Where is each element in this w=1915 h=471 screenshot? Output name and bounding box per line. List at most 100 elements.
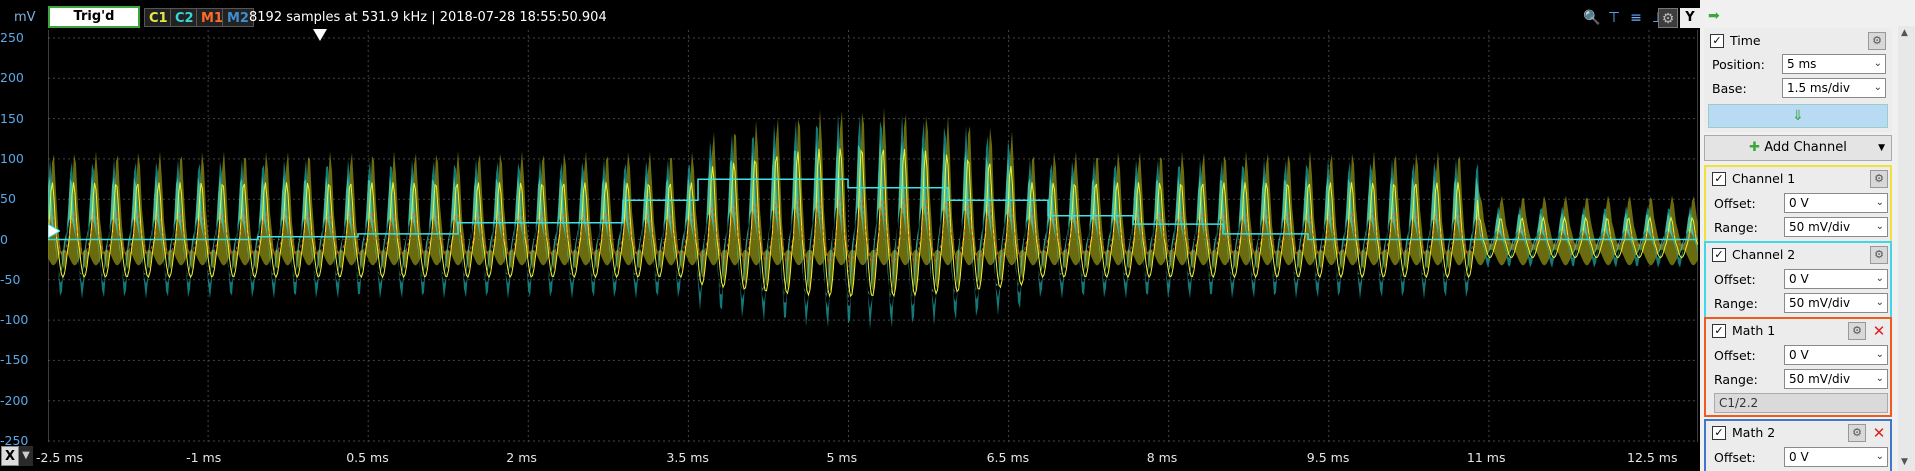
channel1-checkbox[interactable]: ✓ xyxy=(1712,172,1726,186)
channel1-offset-value: 0 V xyxy=(1789,196,1809,210)
math1-offset-label: Offset: xyxy=(1714,348,1756,363)
time-settings-icon[interactable]: ⚙ xyxy=(1868,32,1886,50)
step-trace xyxy=(48,178,1698,241)
scroll-up-icon[interactable]: ▲ xyxy=(1901,28,1908,38)
y-tick-label: 150 xyxy=(0,110,24,126)
scroll-down-icon[interactable]: ▼ xyxy=(1901,457,1908,467)
y-tick-label: -150 xyxy=(0,352,29,368)
chevron-down-icon: ⌄ xyxy=(1875,451,1884,462)
x-axis-dropdown-icon[interactable]: ▼ xyxy=(19,446,33,466)
y-tick-label: 50 xyxy=(0,191,16,207)
y-tick-label: 100 xyxy=(0,150,24,166)
collapse-arrow-icon[interactable]: ➡ xyxy=(1708,8,1720,24)
x-tick-label: 6.5 ms xyxy=(986,450,1030,465)
math2-close-icon[interactable]: ✕ xyxy=(1872,424,1886,442)
channel2-range-value: 50 mV/div xyxy=(1789,296,1851,310)
trigger-status-button[interactable]: Trig'd xyxy=(48,6,140,28)
y-tick-label: -250 xyxy=(0,433,29,448)
x-tick-label: 2 ms xyxy=(506,450,537,465)
channel-toggle-c2[interactable]: C2 xyxy=(170,8,199,27)
x-tick-label: 12.5 ms xyxy=(1627,450,1678,465)
channel-offset-marker[interactable] xyxy=(48,224,60,238)
channel2-offset-value: 0 V xyxy=(1789,272,1809,286)
channel1-trace xyxy=(48,148,1698,298)
chevron-down-icon: ⌄ xyxy=(1875,221,1884,232)
y-tick-label: 0 xyxy=(0,231,8,247)
y-tick-label: -200 xyxy=(0,392,29,408)
chevron-down-icon: ⌄ xyxy=(1875,297,1884,308)
math1-settings-icon[interactable]: ⚙ xyxy=(1848,322,1866,340)
zoom-icon[interactable]: 🔍 xyxy=(1583,10,1601,26)
math1-offset-select[interactable]: 0 V ⌄ xyxy=(1784,345,1888,365)
chevron-down-icon: ⌄ xyxy=(1873,82,1882,93)
time-position-select[interactable]: 5 ms ⌄ xyxy=(1782,54,1886,74)
channel-toggle-c1[interactable]: C1 xyxy=(144,8,173,27)
time-base-select[interactable]: 1.5 ms/div ⌄ xyxy=(1782,78,1886,98)
channel2-range-select[interactable]: 50 mV/div ⌄ xyxy=(1784,293,1888,313)
math2-offset-select[interactable]: 0 V ⌄ xyxy=(1784,447,1888,467)
time-base-value: 1.5 ms/div xyxy=(1787,81,1850,95)
math1-range-value: 50 mV/div xyxy=(1789,372,1851,386)
channel1-settings-icon[interactable]: ⚙ xyxy=(1870,170,1888,188)
settings-gear-icon[interactable]: ⚙ xyxy=(1658,8,1678,28)
x-tick-label: 3.5 ms xyxy=(666,450,709,465)
time-group: ✓ Time ⚙ Position: 5 ms ⌄ Base: 1.5 ms/di… xyxy=(1704,28,1892,132)
channel2-offset-select[interactable]: 0 V ⌄ xyxy=(1784,269,1888,289)
x-axis-button[interactable]: X xyxy=(1,446,19,466)
y-tick-label: -100 xyxy=(0,312,29,328)
channel1-range-select[interactable]: 50 mV/div ⌄ xyxy=(1784,217,1888,237)
waveform-plot[interactable] xyxy=(48,30,1698,442)
channel1-range-label: Range: xyxy=(1714,220,1758,235)
math2-offset-label: Offset: xyxy=(1714,450,1756,465)
channel1-offset-select[interactable]: 0 V ⌄ xyxy=(1784,193,1888,213)
y-tick-label: 200 xyxy=(0,70,24,86)
y-axis-button[interactable]: Y xyxy=(1680,8,1700,28)
math1-group: ✓ Math 1 ⚙ ✕ Offset: 0 V ⌄ Range: 50 mV/d… xyxy=(1704,317,1892,417)
time-checkbox[interactable]: ✓ xyxy=(1710,34,1724,48)
chevron-down-icon: ⌄ xyxy=(1875,349,1884,360)
align-top-icon[interactable]: ⊤ xyxy=(1607,10,1621,26)
add-channel-label: Add Channel xyxy=(1764,140,1847,155)
add-channel-button[interactable]: ✚ Add Channel ▼ xyxy=(1704,135,1892,161)
waveform-traces xyxy=(48,107,1698,330)
math2-checkbox[interactable]: ✓ xyxy=(1712,426,1726,440)
math1-expression-field[interactable]: C1/2.2 xyxy=(1714,393,1888,413)
math1-range-label: Range: xyxy=(1714,372,1758,387)
math1-range-select[interactable]: 50 mV/div ⌄ xyxy=(1784,369,1888,389)
y-unit-label: mV xyxy=(14,10,36,25)
x-tick-label: 8 ms xyxy=(1146,450,1178,465)
x-tick-label: 11 ms xyxy=(1466,450,1506,465)
math2-title: Math 2 xyxy=(1732,425,1776,440)
acquisition-status: 8192 samples at 531.9 kHz | 2018-07-28 1… xyxy=(249,10,607,25)
math2-group: ✓ Math 2 ⚙ ✕ Offset: 0 V ⌄ xyxy=(1704,419,1892,471)
math1-offset-value: 0 V xyxy=(1789,348,1809,362)
channel2-trace-envelope xyxy=(48,114,1698,330)
channel1-title: Channel 1 xyxy=(1732,171,1796,186)
align-middle-icon[interactable]: ≡ xyxy=(1630,10,1642,26)
math2-settings-icon[interactable]: ⚙ xyxy=(1848,424,1866,442)
panel-scrollbar[interactable]: ▲ ▼ xyxy=(1898,26,1915,471)
channel2-title: Channel 2 xyxy=(1732,247,1796,262)
math2-offset-value: 0 V xyxy=(1789,450,1809,464)
math1-checkbox[interactable]: ✓ xyxy=(1712,324,1726,338)
x-tick-label: 5 ms xyxy=(826,450,858,465)
channel2-settings-icon[interactable]: ⚙ xyxy=(1870,246,1888,264)
channel1-range-value: 50 mV/div xyxy=(1789,220,1851,234)
channel1-group: ✓ Channel 1 ⚙ Offset: 0 V ⌄ Range: 50 mV/… xyxy=(1704,165,1892,243)
channel2-trace xyxy=(48,137,1698,300)
time-position-label: Position: xyxy=(1712,57,1765,72)
x-tick-label: 9.5 ms xyxy=(1306,450,1350,465)
apply-down-arrow-icon[interactable]: ⇓ xyxy=(1708,104,1888,128)
trigger-position-marker[interactable] xyxy=(313,29,327,41)
chevron-down-icon: ⌄ xyxy=(1875,273,1884,284)
time-base-label: Base: xyxy=(1712,81,1747,96)
plus-icon: ✚ xyxy=(1749,140,1761,155)
channel1-offset-label: Offset: xyxy=(1714,196,1756,211)
channel2-offset-label: Offset: xyxy=(1714,272,1756,287)
math1-trace xyxy=(48,196,1698,265)
channel2-group: ✓ Channel 2 ⚙ Offset: 0 V ⌄ Range: 50 mV/… xyxy=(1704,241,1892,319)
math1-close-icon[interactable]: ✕ xyxy=(1872,322,1886,340)
x-tick-label: 0.5 ms xyxy=(346,450,389,465)
channel-toggle-m2[interactable]: M2 xyxy=(222,8,254,27)
channel2-checkbox[interactable]: ✓ xyxy=(1712,248,1726,262)
